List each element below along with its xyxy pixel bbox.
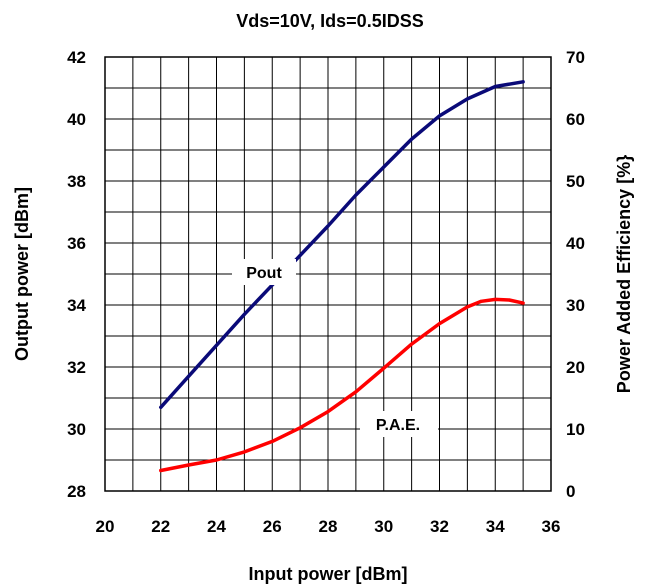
y2-tick-label: 0 <box>566 482 575 501</box>
y2-tick-label: 70 <box>566 48 585 67</box>
y-axis-label: Output power [dBm] <box>12 187 32 361</box>
y-tick-label: 36 <box>67 234 86 253</box>
y-tick-label: 38 <box>67 172 86 191</box>
y-tick-label: 32 <box>67 358 86 377</box>
label-pout-bg <box>232 259 296 285</box>
y-tick-label: 28 <box>67 482 86 501</box>
y-tick-labels: 28 30 32 34 36 38 40 42 <box>67 48 86 501</box>
y-tick-label: 30 <box>67 420 86 439</box>
label-pae: P.A.E. <box>360 411 438 437</box>
y2-axis-label: Power Added Efficiency [%} <box>614 155 634 393</box>
x-tick-label: 32 <box>430 517 449 536</box>
x-tick-label: 36 <box>542 517 561 536</box>
grid <box>104 56 552 492</box>
x-tick-label: 30 <box>374 517 393 536</box>
label-pout-text: Pout <box>246 265 282 282</box>
label-pout: Pout <box>232 259 296 285</box>
y2-tick-label: 60 <box>566 110 585 129</box>
x-tick-label: 26 <box>263 517 282 536</box>
y2-tick-labels: 0 10 20 30 40 50 60 70 <box>566 48 585 501</box>
y2-tick-label: 20 <box>566 358 585 377</box>
y-tick-label: 42 <box>67 48 86 67</box>
y2-tick-label: 30 <box>566 296 585 315</box>
x-tick-label: 20 <box>96 517 115 536</box>
y-tick-label: 40 <box>67 110 86 129</box>
chart-title: Vds=10V, Ids=0.5IDSS <box>236 11 423 31</box>
x-tick-label: 22 <box>151 517 170 536</box>
x-tick-labels: 20 22 24 26 28 30 32 34 36 <box>96 517 561 536</box>
y2-tick-label: 50 <box>566 172 585 191</box>
y2-tick-label: 10 <box>566 420 585 439</box>
x-tick-label: 34 <box>486 517 505 536</box>
x-axis-label: Input power [dBm] <box>249 564 408 584</box>
series-line-pout <box>159 80 525 410</box>
y2-tick-label: 40 <box>566 234 585 253</box>
x-tick-label: 28 <box>319 517 338 536</box>
plot-frame <box>104 56 552 492</box>
series-group <box>159 80 525 473</box>
label-pae-text: P.A.E. <box>376 417 420 434</box>
x-tick-label: 24 <box>207 517 226 536</box>
label-pae-bg <box>360 411 438 437</box>
series-line-pae <box>159 297 525 473</box>
y-tick-label: 34 <box>67 296 86 315</box>
